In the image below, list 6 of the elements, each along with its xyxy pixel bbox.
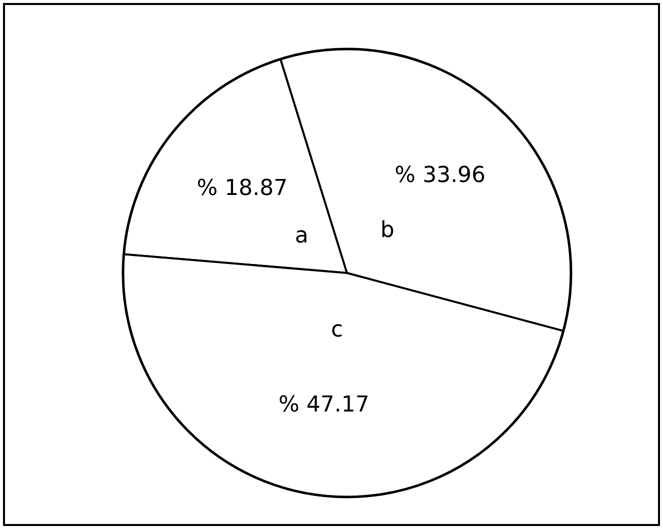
slice-label: c	[330, 317, 344, 342]
data-label: % 47.17	[278, 392, 370, 418]
slice-label: b	[380, 218, 394, 244]
slice-label: a	[294, 224, 308, 249]
data-label: % 18.87	[196, 176, 288, 201]
data-label: % 33.96	[394, 163, 486, 188]
